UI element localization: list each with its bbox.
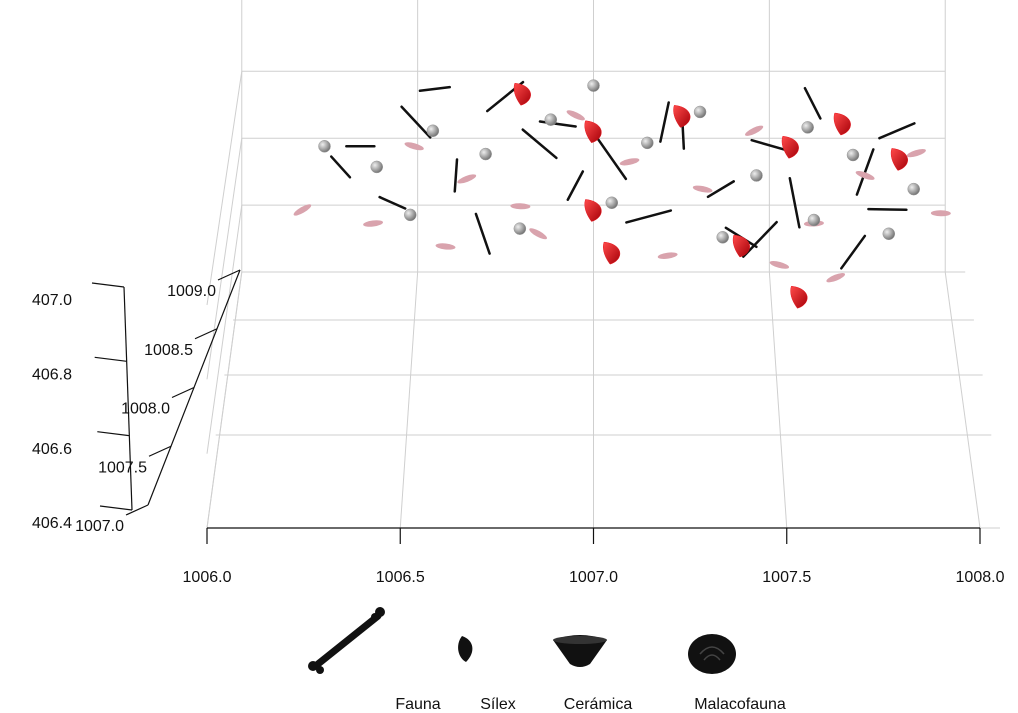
- fauna-point: [331, 157, 350, 178]
- z-tick-label: 406.6: [32, 441, 72, 458]
- ceramica-point: [565, 108, 586, 122]
- malacofauna-point: [318, 140, 330, 152]
- legend-label: Malacofauna: [694, 696, 786, 713]
- fauna-point: [523, 130, 557, 158]
- malacofauna-point: [717, 231, 729, 243]
- grid-line: [207, 205, 242, 454]
- x-tick-label: 1008.0: [956, 569, 1005, 586]
- malacofauna-point: [480, 148, 492, 160]
- ceramica-point: [435, 242, 456, 250]
- ceramica-point: [906, 147, 927, 159]
- x-tick-label: 1006.5: [376, 569, 425, 586]
- malacofauna-point: [847, 149, 859, 161]
- silex-point: [603, 242, 620, 264]
- z-tick-label: 406.4: [32, 515, 72, 532]
- ceramica-point: [363, 219, 384, 227]
- chart: 1006.0 1006.5 1007.0 1007.5 1008.0 1007.0 1007…: [0, 0, 1018, 713]
- ceramica-point: [825, 271, 846, 284]
- z-tick: [95, 357, 127, 361]
- ceramica-point: [657, 251, 678, 260]
- legend-icon-fauna: [308, 607, 385, 674]
- ceramica-point: [404, 141, 425, 152]
- silex-point: [674, 105, 691, 127]
- fauna-point: [455, 159, 457, 191]
- silex-point: [891, 148, 908, 170]
- malacofauna-point: [427, 125, 439, 137]
- marks: [292, 80, 951, 309]
- z-axis: [124, 287, 132, 510]
- ceramica-point: [619, 157, 640, 167]
- malacofauna-point: [802, 121, 814, 133]
- z-tick-label: 406.8: [32, 367, 72, 384]
- x-tick-label: 1007.0: [569, 569, 618, 586]
- ceramica-point: [692, 184, 713, 194]
- legend-label: Sílex: [480, 696, 516, 713]
- ceramica-point: [456, 173, 477, 186]
- x-tick-label: 1006.0: [183, 569, 232, 586]
- legend-icon-silex: [458, 636, 472, 662]
- y-tick-label: 1007.0: [75, 518, 124, 535]
- grid-line: [945, 272, 980, 528]
- y-tick-label: 1009.0: [167, 283, 216, 300]
- grid-line: [769, 272, 786, 528]
- silex-point: [585, 199, 602, 221]
- silex-point: [782, 136, 799, 158]
- axes: 1006.0 1006.5 1007.0 1007.5 1008.0 1007.0 1007…: [32, 270, 1005, 586]
- fauna-point: [568, 171, 583, 199]
- malacofauna-point: [371, 161, 383, 173]
- silex-point: [791, 286, 808, 308]
- fauna-point: [790, 178, 800, 227]
- z-tick-label: 407.0: [32, 292, 72, 309]
- legend-icon-ceramica: [553, 635, 607, 667]
- legend-icon-malacofauna: [688, 634, 736, 674]
- grid-line: [207, 71, 242, 305]
- grid-line: [400, 272, 417, 528]
- legend-label: Fauna: [395, 696, 440, 713]
- malacofauna-point: [883, 228, 895, 240]
- fauna-point: [476, 214, 490, 254]
- malacofauna-point: [908, 183, 920, 195]
- malacofauna-point: [514, 223, 526, 235]
- ceramica-point: [528, 226, 548, 241]
- fauna-point: [660, 103, 668, 142]
- grid: [207, 0, 1000, 528]
- malacofauna-point: [545, 114, 557, 126]
- z-tick: [92, 283, 124, 287]
- z-tick: [97, 432, 129, 436]
- fauna-point: [420, 87, 450, 91]
- malacofauna-point: [588, 80, 600, 92]
- x-tick-label: 1007.5: [762, 569, 811, 586]
- malacofauna-point: [694, 106, 706, 118]
- z-tick: [100, 506, 132, 510]
- ceramica-point: [769, 259, 790, 270]
- fauna-point: [626, 211, 670, 223]
- malacofauna-point: [606, 197, 618, 209]
- fauna-point: [841, 236, 865, 268]
- silex-point: [514, 83, 531, 105]
- silex-point: [834, 113, 851, 135]
- fauna-point: [380, 197, 406, 208]
- malacofauna-point: [750, 169, 762, 181]
- fauna-point: [402, 107, 431, 138]
- malacofauna-point: [808, 214, 820, 226]
- grid-line: [207, 138, 242, 379]
- fauna-point: [708, 181, 734, 196]
- fauna-point: [879, 123, 914, 138]
- malacofauna-point: [404, 209, 416, 221]
- ceramica-point: [931, 210, 951, 216]
- ceramica-point: [510, 203, 530, 210]
- fauna-point: [868, 209, 906, 210]
- fauna-point: [597, 138, 626, 179]
- legend-label: Cerámica: [564, 696, 633, 713]
- ceramica-point: [744, 124, 765, 138]
- y-tick-label: 1007.5: [98, 459, 147, 476]
- y-tick-label: 1008.5: [144, 342, 193, 359]
- legend: Fauna Sílex Cerámica Malacofauna: [308, 607, 786, 713]
- malacofauna-point: [641, 137, 653, 149]
- fauna-point: [805, 88, 820, 118]
